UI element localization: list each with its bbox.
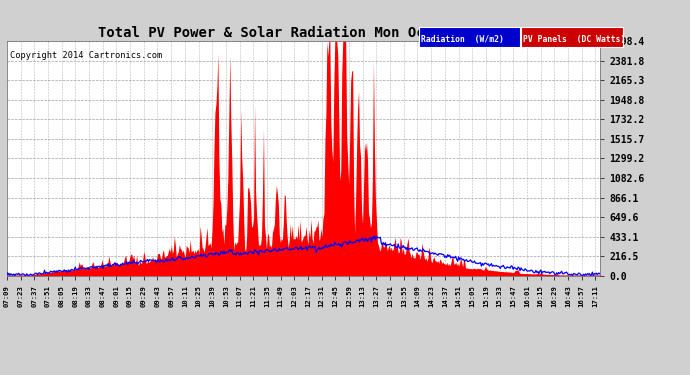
Text: Radiation  (W/m2): Radiation (W/m2): [421, 35, 504, 44]
Text: PV Panels  (DC Watts): PV Panels (DC Watts): [523, 35, 625, 44]
Title: Total PV Power & Solar Radiation Mon Oct 13 17:20: Total PV Power & Solar Radiation Mon Oct…: [99, 26, 509, 40]
Text: Copyright 2014 Cartronics.com: Copyright 2014 Cartronics.com: [10, 51, 163, 60]
